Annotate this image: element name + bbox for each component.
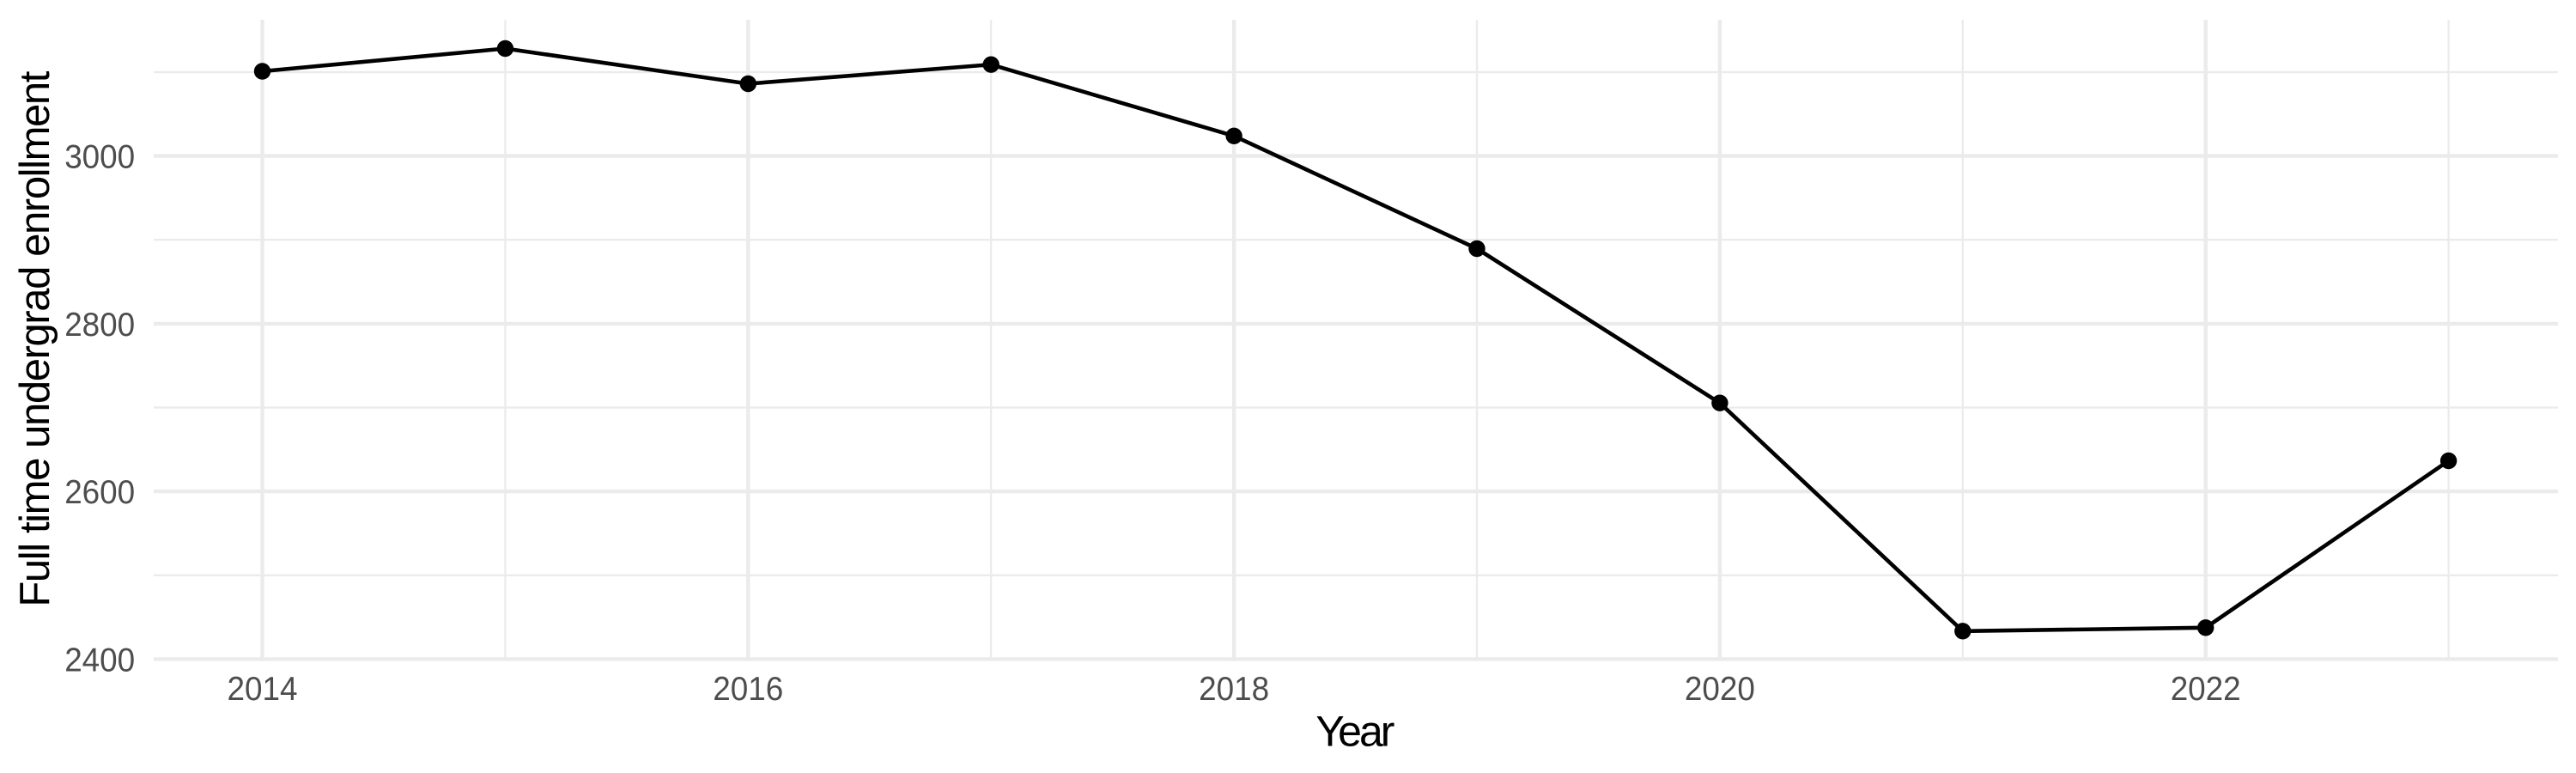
svg-text:2016: 2016 — [713, 671, 783, 708]
svg-text:2022: 2022 — [2171, 671, 2241, 708]
svg-text:2020: 2020 — [1685, 671, 1755, 708]
svg-text:2014: 2014 — [228, 671, 298, 708]
svg-text:3000: 3000 — [64, 139, 135, 176]
svg-text:Full time undergrad enrollment: Full time undergrad enrollment — [12, 70, 58, 606]
svg-text:2800: 2800 — [64, 307, 135, 344]
svg-text:2600: 2600 — [64, 474, 135, 511]
svg-text:2400: 2400 — [64, 642, 135, 679]
svg-text:Year: Year — [1315, 708, 1394, 756]
svg-text:2018: 2018 — [1199, 671, 1269, 708]
